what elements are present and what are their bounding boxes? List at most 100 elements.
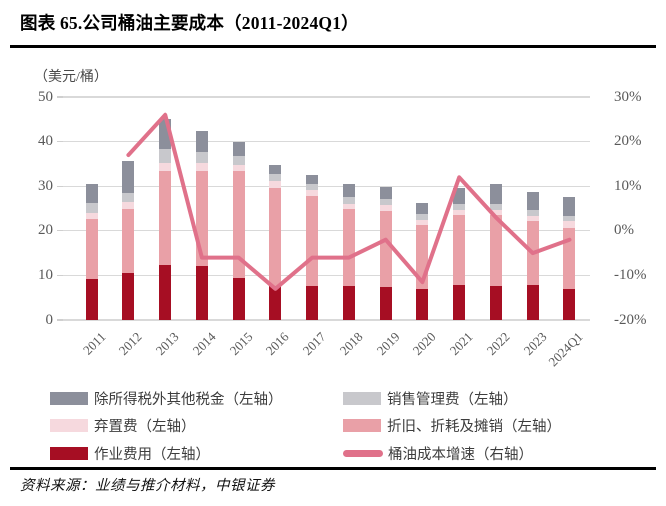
left-axis-tick-label: 40 [38, 133, 53, 150]
bar-segment [269, 165, 282, 175]
gridline [63, 140, 590, 143]
bar-segment [195, 163, 208, 171]
legend-item: 弃置费（左轴） [50, 417, 283, 435]
right-axis-tick-label: 20% [614, 133, 642, 150]
right-axis-tick-label: 0% [614, 222, 634, 239]
bar-segment [306, 189, 319, 196]
legend-line-swatch [343, 449, 383, 457]
bar-segment [195, 265, 208, 320]
bar-segment [379, 187, 392, 199]
left-axis-tick-label: 10 [38, 266, 53, 283]
bar-segment [453, 188, 466, 205]
right-axis-tick-label: 10% [614, 177, 642, 194]
bar-segment [563, 228, 576, 290]
legend-label: 销售管理费（左轴） [387, 391, 518, 408]
legend-item: 桶油成本增速（右轴） [343, 444, 561, 463]
bar-segment [306, 196, 319, 286]
bar-segment [526, 285, 539, 320]
left-axis-tick-label: 50 [38, 88, 53, 105]
bar-segment [379, 198, 392, 206]
legend-label: 弃置费（左轴） [94, 419, 196, 435]
legend-label: 桶油成本增速（右轴） [388, 446, 533, 463]
axis-tick [57, 230, 63, 232]
bar-segment [342, 184, 355, 197]
axis-tick [57, 274, 63, 277]
bar-segment [159, 170, 172, 266]
bar-segment [453, 204, 466, 211]
bar-segment [563, 215, 576, 221]
bar-segment [526, 210, 539, 216]
left-axis-tick-label: 20 [38, 222, 53, 239]
bar-segment [453, 285, 466, 320]
bar-segment [269, 180, 282, 188]
bar-segment [489, 184, 502, 205]
right-axis-tick-label: -20% [614, 311, 647, 328]
bar-segment [195, 151, 208, 164]
bar-segment [489, 204, 502, 210]
bar-segment [232, 171, 245, 278]
axis-tick [57, 140, 63, 143]
gridline [63, 230, 590, 232]
bar-segment [526, 191, 539, 211]
bar-segment [489, 285, 502, 320]
bar-segment [85, 213, 98, 220]
bar-segment [489, 215, 502, 286]
right-axis-tick-label: -10% [614, 266, 647, 283]
axis-tick [57, 319, 63, 321]
legend-label: 作业费用（左轴） [94, 446, 210, 463]
bar-segment [269, 174, 282, 181]
bar-segment [379, 210, 392, 287]
y-axis-unit-label: （美元/桶） [34, 70, 108, 85]
legend-color-swatch [50, 391, 88, 405]
left-axis-tick-label: 0 [45, 311, 54, 328]
bar-segment [232, 277, 245, 320]
bar-segment [489, 209, 502, 216]
legend-label: 折旧、折耗及摊销（左轴） [387, 419, 561, 435]
bar-segment [379, 205, 392, 211]
bar-segment [159, 149, 172, 164]
bar-segment [526, 215, 539, 222]
legend-item: 销售管理费（左轴） [343, 389, 561, 408]
legend-item: 折旧、折耗及摊销（左轴） [343, 417, 561, 435]
figure-title: 图表 65.公司桶油主要成本（2011-2024Q1） [20, 13, 359, 33]
legend-color-swatch [50, 446, 88, 460]
legend-label: 除所得税外其他税金（左轴） [94, 391, 283, 408]
legend-left-column: 除所得税外其他税金（左轴） 弃置费（左轴） 作业费用（左轴） [50, 389, 283, 463]
legend-color-swatch [50, 419, 88, 432]
bar-segment [306, 285, 319, 320]
bar-segment [342, 204, 355, 210]
gridline [63, 274, 590, 277]
bar-segment [526, 221, 539, 286]
bar-segment [306, 183, 319, 190]
bar-segment [453, 214, 466, 286]
bar-segment [342, 209, 355, 287]
bar-segment [306, 175, 319, 184]
bar-segment [122, 208, 135, 274]
bar-segment [416, 213, 429, 221]
legend-color-swatch [343, 391, 381, 405]
bar-segment [122, 192, 135, 202]
title-rule [10, 45, 656, 48]
bar-segment [379, 286, 392, 320]
bar-segment [563, 220, 576, 229]
bar-segment [416, 220, 429, 225]
bar-segment [85, 203, 98, 214]
bar-segment [159, 163, 172, 171]
gridline [63, 96, 590, 98]
bar-segment [85, 219, 98, 280]
source-rule [10, 467, 656, 470]
bar-segment [453, 210, 466, 215]
bar-segment [85, 183, 98, 204]
right-axis-tick-label: 30% [614, 88, 642, 105]
legend-item: 作业费用（左轴） [50, 444, 283, 463]
source-text: 资料来源：业绩与推介材料，中银证券 [20, 478, 275, 494]
bar-segment [416, 202, 429, 214]
legend-color-swatch [343, 419, 381, 432]
bar-segment [342, 286, 355, 320]
bar-segment [232, 142, 245, 156]
bar-segment [122, 273, 135, 320]
bar-segment [232, 155, 245, 165]
legend-item: 除所得税外其他税金（左轴） [50, 389, 283, 408]
gridline [63, 319, 590, 321]
